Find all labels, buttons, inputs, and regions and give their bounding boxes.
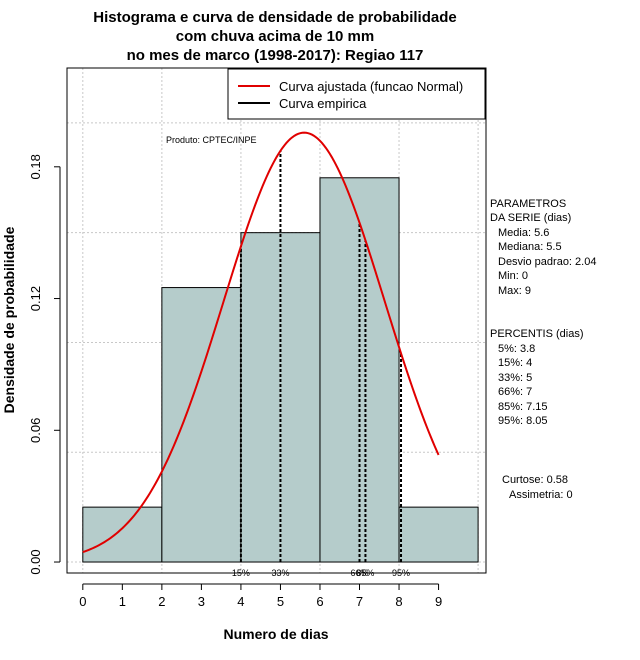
histogram-bar (240, 232, 321, 563)
shape-panel: Curtose: 0.58 Assimetria: 0 (502, 474, 573, 501)
percentiles-panel: PERCENTIS (dias) 5%: 3.8 15%: 4 33%: 5 6… (490, 328, 584, 427)
x-tick-label: 6 (316, 594, 323, 609)
x-tick-label: 3 (198, 594, 205, 609)
chart-title: Histograma e curva de densidade de proba… (93, 9, 456, 64)
y-tick-label: 0.06 (28, 418, 43, 443)
params-header-1: PARAMETROS (490, 198, 566, 210)
percentiles-header: PERCENTIS (dias) (490, 328, 584, 340)
percentile-33: 33%: 5 (498, 372, 532, 384)
curtose-value: Curtose: 0.58 (502, 474, 568, 486)
percentile-95: 95%: 8.05 (498, 415, 548, 427)
legend-label-empirical: Curva empirica (279, 96, 367, 111)
y-axis: 0.00 0.06 0.12 0.18 (28, 154, 61, 575)
param-media: Media: 5.6 (498, 227, 549, 239)
plot-frame (66, 67, 487, 574)
x-tick-label: 5 (277, 594, 284, 609)
title-line-2: com chuva acima de 10 mm (176, 28, 374, 45)
assimetria-value: Assimetria: 0 (509, 489, 573, 501)
percentile-5: 5%: 3.8 (498, 343, 535, 355)
x-tick-label: 2 (158, 594, 165, 609)
x-tick-label: 0 (79, 594, 86, 609)
histogram-bar (82, 506, 163, 563)
legend-label-normal: Curva ajustada (funcao Normal) (279, 79, 463, 94)
legend-box (227, 68, 486, 120)
histogram-bar (398, 506, 479, 563)
title-line-1: Histograma e curva de densidade de proba… (93, 9, 456, 26)
y-tick-label: 0.18 (28, 154, 43, 179)
x-tick-label: 1 (119, 594, 126, 609)
percentile-66: 66%: 7 (498, 386, 532, 398)
percentile-85: 85%: 7.15 (498, 401, 548, 413)
param-mediana: Mediana: 5.5 (498, 241, 562, 253)
title-line-3: no mes de marco (1998-2017): Regiao 117 (127, 47, 424, 64)
x-tick-label: 8 (395, 594, 402, 609)
normal-curve-line (82, 131, 440, 554)
y-axis-title: Densidade de probabilidade (1, 226, 17, 413)
param-max: Max: 9 (498, 285, 531, 297)
param-desvio: Desvio padrao: 2.04 (498, 256, 596, 268)
product-note: Produto: CPTEC/INPE (166, 135, 257, 145)
parameters-panel: PARAMETROS DA SERIE (dias) Media: 5.6 Me… (490, 198, 596, 297)
param-min: Min: 0 (498, 270, 528, 282)
params-header-2: DA SERIE (dias) (490, 212, 571, 224)
percentile-15: 15%: 4 (498, 357, 532, 369)
legend: Curva ajustada (funcao Normal) Curva emp… (227, 68, 486, 120)
x-tick-label: 9 (435, 594, 442, 609)
x-axis: 0 1 2 3 4 5 6 7 8 9 (79, 583, 442, 609)
y-tick-label: 0.12 (28, 286, 43, 311)
histogram-bar (161, 287, 242, 563)
histogram-bars (82, 177, 479, 563)
normal-curve-group (82, 131, 440, 554)
x-axis-title: Numero de dias (223, 626, 328, 642)
y-tick-label: 0.00 (28, 549, 43, 574)
x-tick-label: 7 (356, 594, 363, 609)
x-tick-label: 4 (237, 594, 244, 609)
